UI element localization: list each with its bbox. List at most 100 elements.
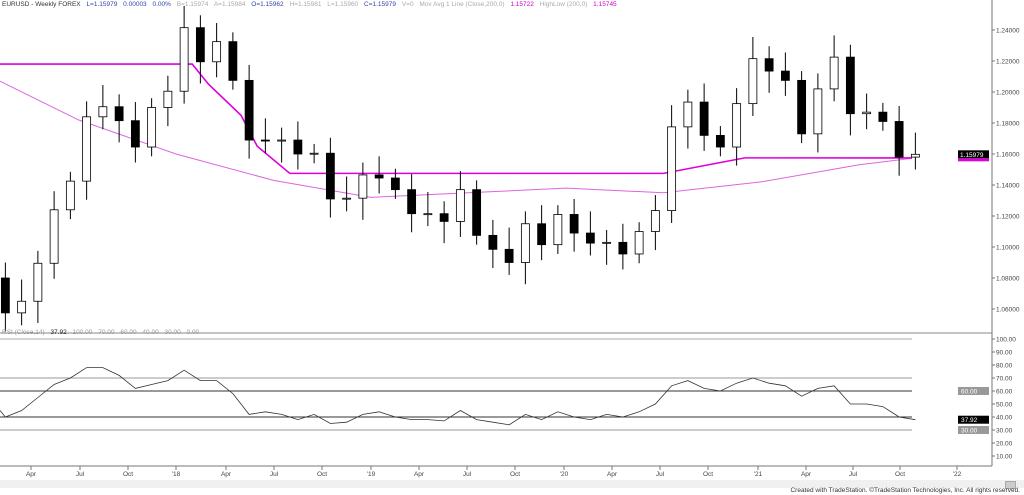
- horizontal-scrollbar[interactable]: [0, 480, 1024, 489]
- price-header: EURUSD - Weekly FOREX L=1.15979 0.00003 …: [2, 1, 621, 8]
- rsi-value: 37.92: [50, 329, 67, 336]
- candle-down: [472, 189, 482, 236]
- ma-label: Mov Avg 1 Line (Close,200,0): [419, 1, 505, 8]
- candle-up: [163, 90, 173, 108]
- rsi-tick-label: 70.00: [996, 376, 1013, 383]
- time-tick-label: Oct: [510, 471, 520, 478]
- candle-up: [748, 58, 758, 105]
- candle-down: [244, 79, 254, 141]
- volume: V=0: [401, 1, 414, 8]
- rsi-level: 40.00: [142, 329, 159, 336]
- candle-down: [618, 241, 628, 255]
- candle-up: [910, 153, 920, 158]
- candle-down: [325, 152, 335, 200]
- time-tick-label: '20: [560, 471, 569, 478]
- candle-down: [195, 27, 205, 63]
- candle-down: [293, 139, 303, 155]
- rsi-tick-label: 20.00: [996, 441, 1013, 448]
- candle-up: [65, 180, 75, 211]
- rsi-level: 0.00: [186, 329, 200, 336]
- rsi-level: 70.00: [98, 329, 115, 336]
- rsi-tick-label: 90.00: [996, 350, 1013, 357]
- candle-up: [147, 107, 157, 148]
- time-tick-label: Oct: [703, 471, 713, 478]
- time-tick-label: Jul: [76, 471, 85, 478]
- moving-average-line: [0, 80, 913, 198]
- rsi-tick-label: 40.00: [996, 415, 1013, 422]
- candle-down: [715, 134, 725, 148]
- candle-up: [634, 231, 644, 255]
- rsi-tick-label: 60.00: [996, 389, 1013, 396]
- candle-up: [82, 116, 92, 182]
- ma-value: 1.15722: [510, 1, 534, 8]
- candle-down: [488, 234, 498, 250]
- candle-down: [504, 248, 514, 263]
- time-tick-label: Apr: [221, 471, 232, 478]
- time-tick-label: Apr: [801, 471, 812, 478]
- price-tick-label: 1.14000: [996, 183, 1020, 190]
- candle-up: [17, 300, 27, 314]
- candle-up: [49, 209, 59, 264]
- candle-down: [845, 56, 855, 115]
- last-price-box: [958, 150, 989, 159]
- highlow-price-marker: [958, 158, 989, 162]
- candle-down: [569, 214, 579, 234]
- candle-down: [114, 106, 124, 122]
- candle-up: [277, 139, 287, 142]
- rsi-line: [0, 367, 916, 426]
- candle-up: [179, 27, 189, 92]
- close: C=1.15979: [364, 1, 396, 8]
- scroll-thumb[interactable]: [1005, 481, 1016, 489]
- rsi-tick-label: 100.00: [996, 337, 1016, 344]
- rsi-value-box: [958, 415, 989, 424]
- candle-down: [228, 41, 238, 81]
- candle-up: [423, 213, 433, 216]
- rsi-value-box: [958, 426, 989, 434]
- rsi-tick-label: 30.00: [996, 428, 1013, 435]
- candle-up: [98, 106, 108, 118]
- time-tick-label: Jul: [656, 471, 665, 478]
- candle-down: [260, 139, 270, 142]
- time-tick-label: '18: [172, 471, 181, 478]
- candle-down: [0, 277, 10, 314]
- rsi-label: RSI (Close,14): [2, 329, 45, 336]
- candle-up: [309, 152, 319, 155]
- candle-up: [342, 197, 352, 200]
- candle-down: [878, 111, 888, 122]
- candle-up: [358, 174, 368, 199]
- candle-down: [764, 58, 774, 72]
- candle-up: [732, 103, 742, 148]
- rsi-level: 30.00: [164, 329, 181, 336]
- time-tick-label: Jul: [270, 471, 279, 478]
- rsi-value-label: 37.92: [961, 417, 978, 424]
- candle-up: [455, 189, 465, 222]
- candle-up: [829, 56, 839, 90]
- ask: A=1.15984: [213, 1, 246, 8]
- time-tick-label: '21: [754, 471, 763, 478]
- rsi-level: 100.00: [72, 329, 93, 336]
- price-tick-label: 1.24000: [996, 28, 1020, 35]
- symbol: EURUSD - Weekly FOREX: [2, 1, 81, 8]
- high: H=1.15981: [289, 1, 322, 8]
- time-tick-label: Oct: [895, 471, 905, 478]
- candle-up: [667, 126, 677, 211]
- price-tick-label: 1.18000: [996, 121, 1020, 128]
- time-tick-label: Apr: [26, 471, 37, 478]
- price-tick-label: 1.10000: [996, 245, 1020, 252]
- rsi-tick-label: 10.00: [996, 454, 1013, 461]
- price-tick-label: 1.06000: [996, 307, 1020, 314]
- candle-down: [537, 223, 547, 246]
- highlow-label: HighLow (200,0): [539, 1, 588, 8]
- candle-down: [130, 120, 140, 148]
- rsi-value-label: 30.00: [961, 428, 978, 435]
- time-tick-label: Oct: [317, 471, 327, 478]
- candle-up: [33, 262, 43, 302]
- price-tick-label: 1.22000: [996, 59, 1020, 66]
- price-tick-label: 1.20000: [996, 90, 1020, 97]
- change: 0.00003: [123, 1, 147, 8]
- price-tick-label: 1.12000: [996, 214, 1020, 221]
- candle-down: [390, 177, 400, 191]
- rsi-tick-label: 80.00: [996, 363, 1013, 370]
- rsi-tick-label: 50.00: [996, 402, 1013, 409]
